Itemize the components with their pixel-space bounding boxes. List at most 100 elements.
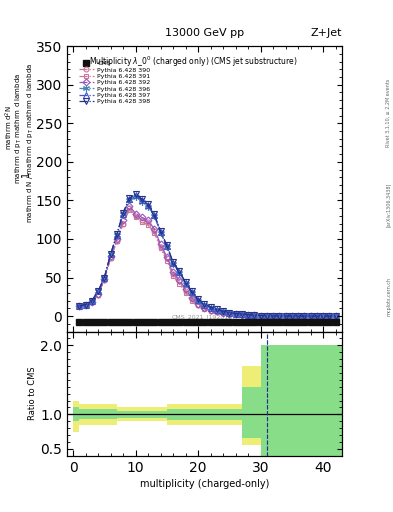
Pythia 6.428 398 [246,311,250,317]
Text: [arXiv:1306.3438]: [arXiv:1306.3438] [386,183,391,227]
Pythia 6.428 390 [121,221,125,227]
CMS [258,319,263,325]
CMS [77,319,82,325]
Pythia 6.428 391 [314,313,319,319]
Pythia 6.428 396 [283,313,288,319]
Pythia 6.428 391 [239,312,244,318]
Pythia 6.428 392 [321,313,325,319]
Pythia 6.428 397 [314,313,319,319]
Pythia 6.428 398 [171,259,175,265]
Pythia 6.428 398 [158,228,163,234]
Pythia 6.428 392 [121,217,125,223]
Text: Multiplicity $\lambda\_0^0$ (charged only) (CMS jet substructure): Multiplicity $\lambda\_0^0$ (charged onl… [89,55,298,69]
Pythia 6.428 392 [308,313,313,319]
Pythia 6.428 396 [252,312,257,318]
Pythia 6.428 390 [77,303,82,309]
Pythia 6.428 397 [127,196,132,202]
Pythia 6.428 398 [114,231,119,238]
Pythia 6.428 390 [252,312,257,318]
Pythia 6.428 390 [296,313,301,319]
Pythia 6.428 391 [177,281,182,287]
Pythia 6.428 391 [83,302,88,308]
Pythia 6.428 391 [321,313,325,319]
Pythia 6.428 398 [277,313,282,319]
Pythia 6.428 390 [152,228,157,234]
Pythia 6.428 396 [302,313,307,319]
CMS [121,319,125,325]
Pythia 6.428 398 [146,201,151,207]
Pythia 6.428 390 [221,310,226,316]
Pythia 6.428 397 [171,260,175,266]
Pythia 6.428 390 [189,296,194,302]
Pythia 6.428 392 [233,311,238,317]
Pythia 6.428 397 [165,243,169,249]
Pythia 6.428 392 [108,253,113,259]
Pythia 6.428 398 [333,313,338,319]
Pythia 6.428 390 [114,238,119,244]
Pythia 6.428 398 [196,296,200,302]
CMS [96,319,101,325]
Line: Pythia 6.428 396: Pythia 6.428 396 [76,193,339,319]
Pythia 6.428 398 [177,268,182,274]
CMS [158,319,163,325]
Y-axis label: Ratio to CMS: Ratio to CMS [28,367,37,420]
Pythia 6.428 392 [96,291,101,297]
Line: Pythia 6.428 390: Pythia 6.428 390 [77,206,338,318]
Pythia 6.428 397 [246,312,250,318]
Pythia 6.428 398 [152,211,157,218]
CMS [252,319,257,325]
Pythia 6.428 390 [302,313,307,319]
Pythia 6.428 397 [239,311,244,317]
Pythia 6.428 397 [83,302,88,308]
Pythia 6.428 396 [321,313,325,319]
Pythia 6.428 397 [121,210,125,217]
Pythia 6.428 392 [215,308,219,314]
Pythia 6.428 396 [215,307,219,313]
Pythia 6.428 390 [333,313,338,319]
Pythia 6.428 397 [96,288,101,294]
Pythia 6.428 397 [215,307,219,313]
Pythia 6.428 392 [158,241,163,247]
Pythia 6.428 398 [208,304,213,310]
Pythia 6.428 397 [202,302,207,308]
Pythia 6.428 390 [327,313,332,319]
Pythia 6.428 390 [215,309,219,315]
Pythia 6.428 392 [133,210,138,217]
Pythia 6.428 392 [83,302,88,308]
Pythia 6.428 397 [221,308,226,314]
Line: Pythia 6.428 391: Pythia 6.428 391 [77,207,338,318]
Pythia 6.428 390 [171,271,175,277]
Pythia 6.428 391 [208,308,213,314]
Pythia 6.428 396 [90,297,94,304]
Pythia 6.428 398 [83,302,88,308]
Pythia 6.428 392 [90,299,94,305]
Line: CMS: CMS [77,319,338,325]
Line: Pythia 6.428 397: Pythia 6.428 397 [77,192,338,319]
Pythia 6.428 392 [177,277,182,283]
Pythia 6.428 392 [239,312,244,318]
Text: mcplots.cern.ch: mcplots.cern.ch [386,278,391,316]
Pythia 6.428 397 [177,269,182,275]
Pythia 6.428 391 [133,215,138,221]
CMS [321,319,325,325]
Pythia 6.428 398 [258,312,263,318]
Pythia 6.428 390 [264,313,269,319]
Pythia 6.428 391 [165,258,169,264]
Pythia 6.428 398 [302,313,307,319]
Pythia 6.428 398 [133,191,138,197]
Pythia 6.428 398 [290,313,294,319]
CMS [146,319,151,325]
Pythia 6.428 391 [77,303,82,309]
Pythia 6.428 392 [246,312,250,318]
Pythia 6.428 391 [140,219,144,225]
Pythia 6.428 396 [239,311,244,317]
CMS [239,319,244,325]
Pythia 6.428 396 [196,297,200,304]
Pythia 6.428 398 [140,196,144,202]
Pythia 6.428 390 [108,255,113,261]
Pythia 6.428 396 [102,274,107,281]
Pythia 6.428 398 [102,274,107,281]
Pythia 6.428 397 [308,313,313,319]
Pythia 6.428 391 [283,313,288,319]
CMS [133,319,138,325]
